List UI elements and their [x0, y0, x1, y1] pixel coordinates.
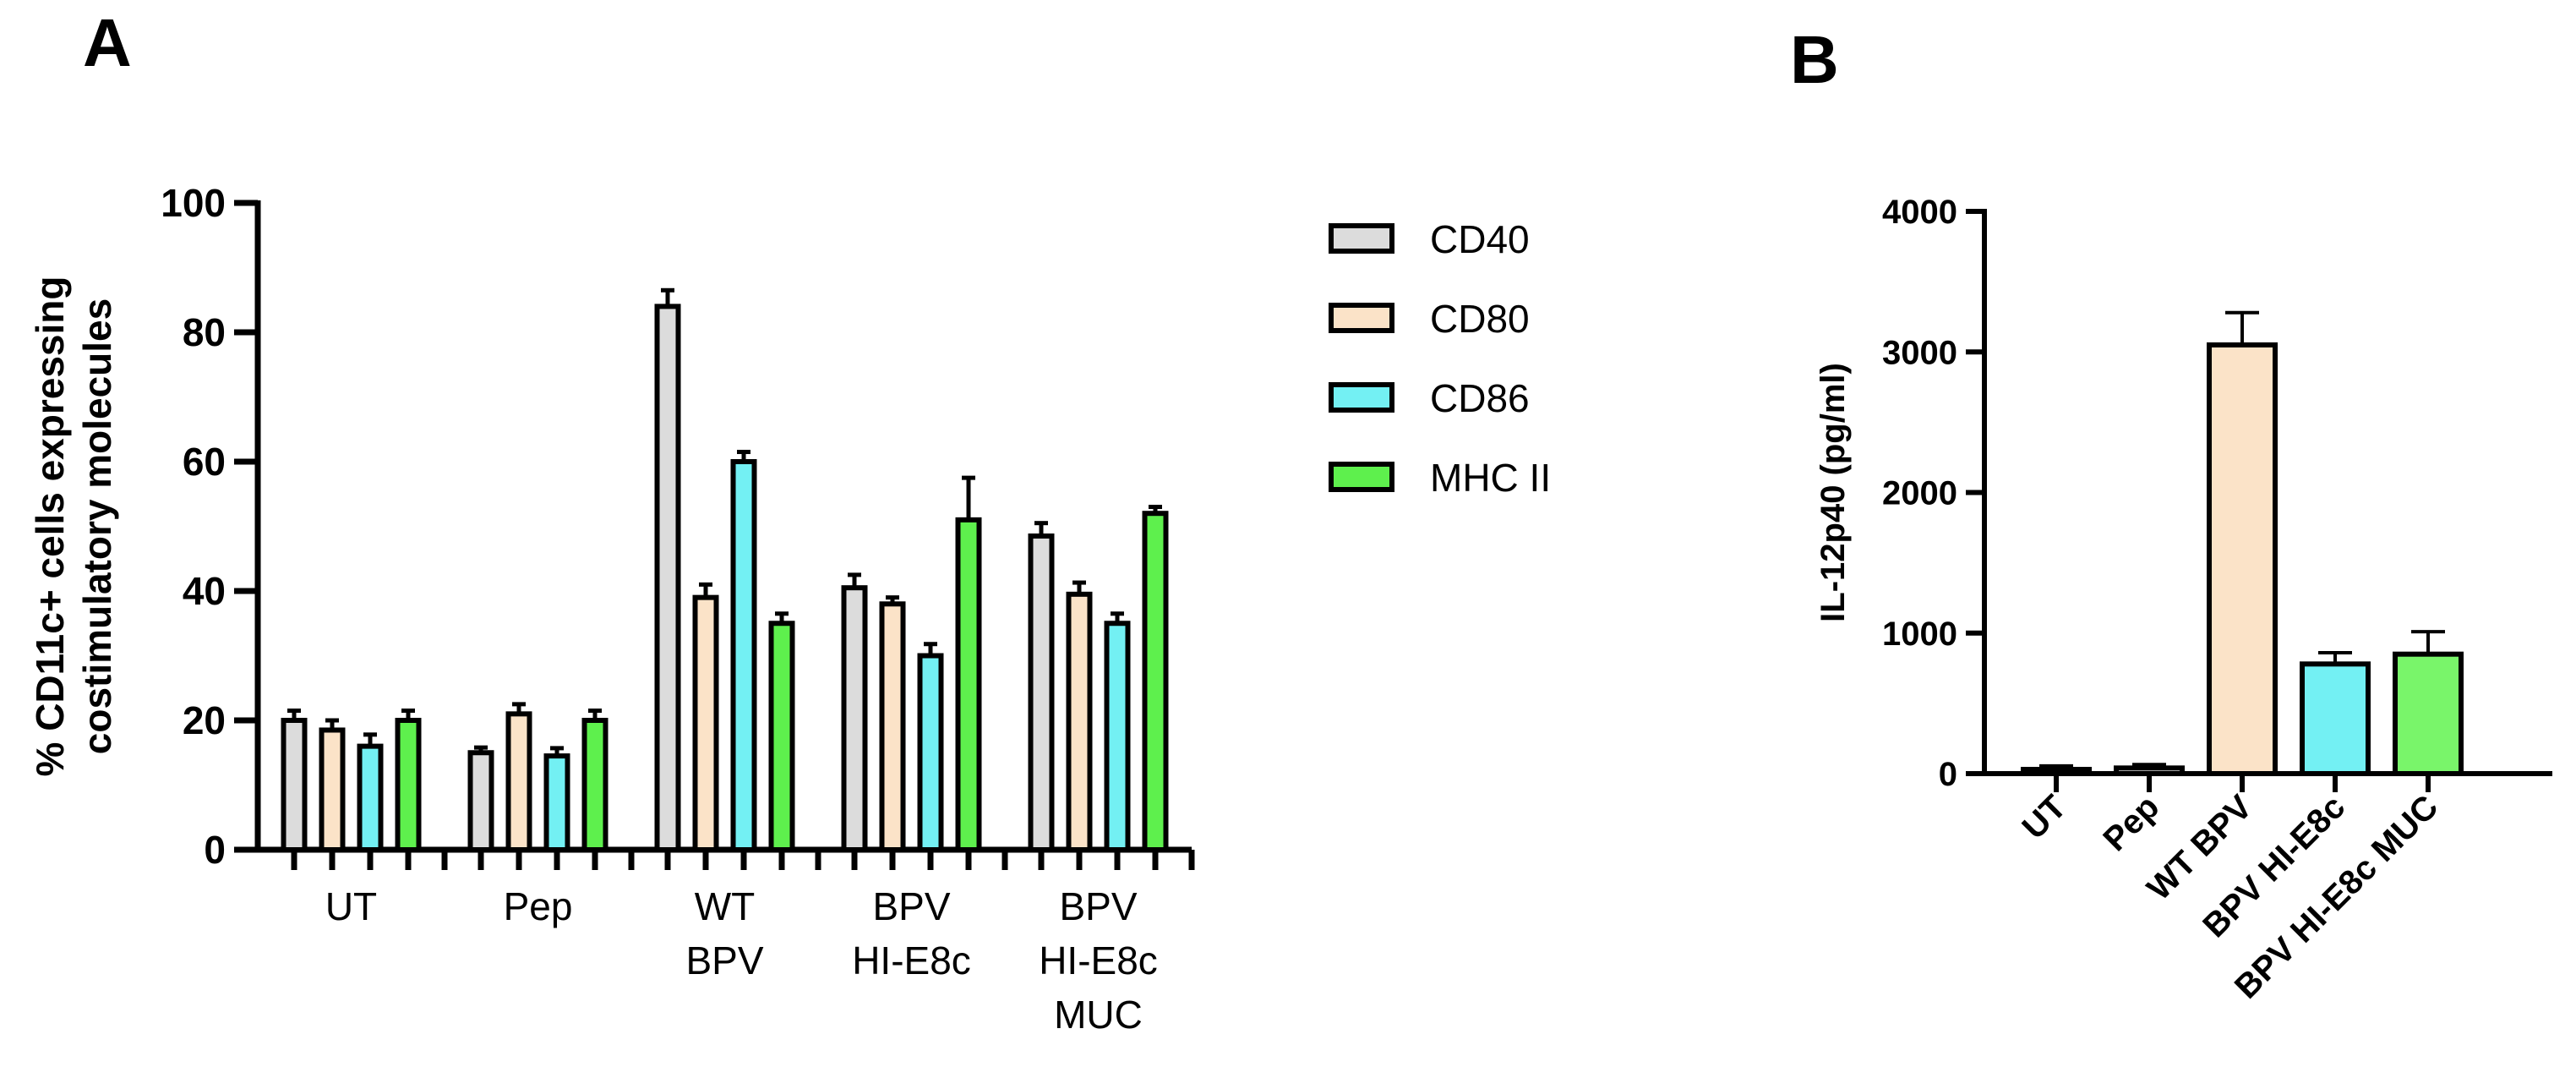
bar-cd40-0: [281, 718, 308, 852]
category-label-a: BPV: [872, 884, 950, 928]
bar-b-3: [2300, 661, 2371, 777]
bar-b-1: [2114, 765, 2185, 776]
bar-cd40-2: [654, 304, 681, 852]
bar-mhc-ii-3: [955, 517, 982, 852]
y-tick-label-a: 40: [183, 569, 226, 613]
legend-label: CD40: [1430, 217, 1530, 261]
legend-swatch-cd80: [1329, 303, 1394, 333]
legend-swatch-cd40: [1329, 223, 1394, 254]
bar-cd40-1: [467, 750, 494, 852]
category-label-a: HI-E8c: [1039, 939, 1158, 982]
category-label-a: HI-E8c: [852, 939, 971, 982]
bar-cd80-0: [319, 727, 346, 852]
bar-cd40-4: [1028, 533, 1055, 852]
legend-label: CD80: [1430, 297, 1530, 341]
bar-cd86-0: [357, 743, 384, 852]
category-label-a: WT: [695, 884, 756, 928]
bar-b-2: [2207, 342, 2278, 776]
panel-a-label: A: [83, 5, 132, 80]
bar-cd40-3: [841, 585, 868, 852]
y-tick-label-a: 20: [183, 698, 226, 742]
bar-cd86-3: [917, 653, 944, 852]
bar-mhc-ii-0: [395, 718, 422, 852]
bar-mhc-ii-2: [768, 621, 795, 852]
bar-cd80-3: [879, 601, 906, 852]
bar-cd86-2: [730, 459, 757, 852]
bar-cd80-4: [1066, 591, 1093, 852]
bar-b-0: [2021, 767, 2092, 777]
y-tick-label-a: 100: [161, 181, 226, 225]
legend-swatch-mhc-ii: [1329, 462, 1394, 492]
category-label-a: UT: [325, 884, 377, 928]
y-tick-label-b: 1000: [1882, 616, 1957, 653]
category-label-b: UT: [2016, 788, 2074, 846]
category-label-a: MUC: [1054, 993, 1143, 1037]
y-axis-label-b: IL-12p40 (pg/ml): [1815, 363, 1852, 622]
panel-b-label: B: [1790, 22, 1839, 97]
y-tick-label-b: 4000: [1882, 194, 1957, 231]
legend-swatch-cd86: [1329, 382, 1394, 413]
y-tick-label-b: 3000: [1882, 334, 1957, 371]
y-axis-label-line: % CD11c+ cells expressing: [28, 276, 72, 777]
legend-label: MHC II: [1430, 456, 1551, 500]
bar-cd86-1: [543, 753, 570, 853]
bar-cd80-2: [692, 594, 719, 853]
y-tick-label-a: 80: [183, 310, 226, 354]
category-label-a: BPV: [685, 939, 763, 982]
chart-a: 0 20 40 60 80 100 % CD11c+ cells expressing cos…: [28, 181, 1551, 1037]
legend-label: CD86: [1430, 376, 1530, 420]
bar-b-4: [2393, 651, 2464, 776]
category-label-a: BPV: [1059, 884, 1137, 928]
y-tick-label-a: 0: [204, 828, 226, 872]
bar-cd86-4: [1104, 621, 1131, 852]
y-axis-label-a: % CD11c+ cells expressing costimulatory m…: [28, 276, 119, 777]
bar-mhc-ii-4: [1142, 511, 1169, 852]
category-label-a: Pep: [504, 884, 573, 928]
bar-cd80-1: [505, 711, 532, 852]
y-tick-label-a: 60: [183, 440, 226, 484]
category-label-b: Pep: [2096, 788, 2166, 858]
y-axis-label-line: costimulatory molecules: [75, 298, 119, 754]
y-tick-label-b: 2000: [1882, 475, 1957, 512]
y-tick-label-b: 0: [1939, 756, 1957, 793]
bar-mhc-ii-1: [581, 718, 609, 852]
